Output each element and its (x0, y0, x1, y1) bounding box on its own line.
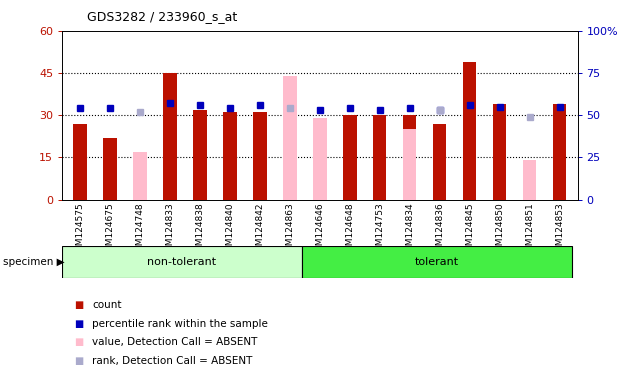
Text: GDS3282 / 233960_s_at: GDS3282 / 233960_s_at (87, 10, 237, 23)
Bar (523, 160, 537, 200)
Text: ■: ■ (75, 300, 84, 310)
Bar (253, 113, 266, 200)
Bar (193, 109, 207, 200)
Bar (343, 115, 356, 200)
Text: ■: ■ (75, 319, 84, 329)
Bar (302, 246, 571, 278)
Text: count: count (92, 300, 122, 310)
Text: value, Detection Call = ABSENT: value, Detection Call = ABSENT (92, 337, 257, 347)
Text: non-tolerant: non-tolerant (147, 257, 217, 267)
Bar (433, 124, 446, 200)
Bar (223, 113, 237, 200)
Bar (134, 152, 147, 200)
Text: tolerant: tolerant (415, 257, 459, 267)
Bar (163, 73, 177, 200)
Bar (313, 118, 327, 200)
Text: percentile rank within the sample: percentile rank within the sample (92, 319, 268, 329)
Bar (403, 115, 417, 200)
Text: ■: ■ (75, 356, 84, 366)
Bar (62, 246, 302, 278)
Bar (73, 124, 87, 200)
Bar (553, 104, 566, 200)
Bar (103, 138, 117, 200)
Bar (493, 104, 506, 200)
Bar (283, 76, 297, 200)
Bar (373, 115, 386, 200)
Bar (403, 129, 417, 200)
Text: specimen ▶: specimen ▶ (3, 257, 65, 267)
Bar (463, 62, 476, 200)
Text: ■: ■ (75, 337, 84, 347)
Text: rank, Detection Call = ABSENT: rank, Detection Call = ABSENT (92, 356, 252, 366)
